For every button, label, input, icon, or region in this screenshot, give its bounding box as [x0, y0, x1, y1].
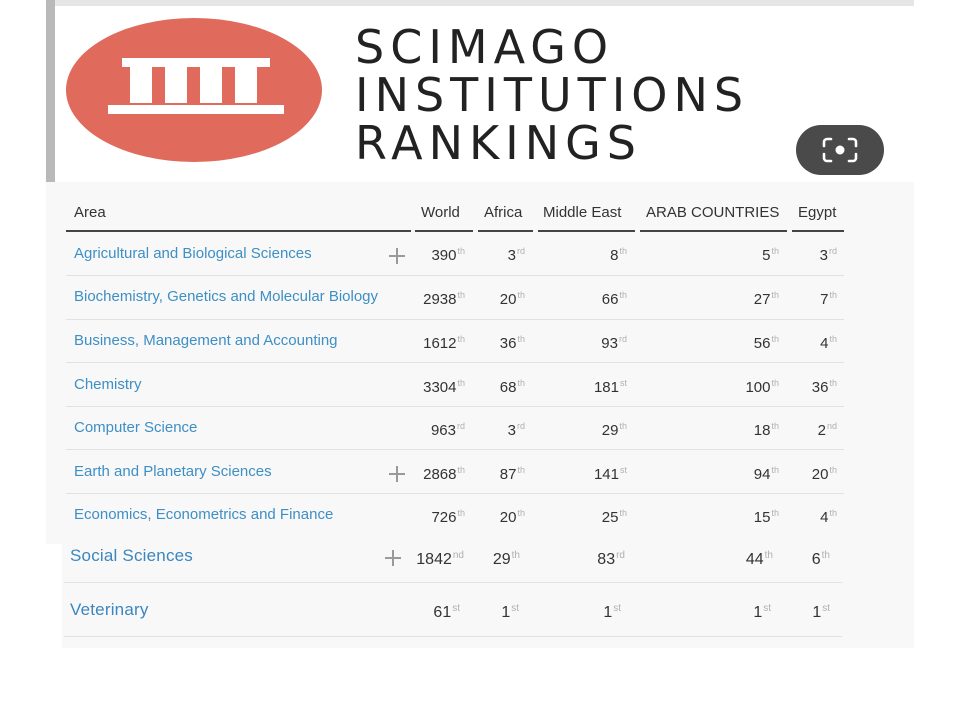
rank-arab-countries: 100th	[745, 378, 779, 396]
rank-egypt: 6th	[811, 550, 830, 568]
rank-middle-east: 93rd	[601, 334, 627, 352]
area-link-biochemistry[interactable]: Biochemistry, Genetics and Molecular Bio…	[74, 288, 379, 305]
col-header-egypt: Egypt	[798, 204, 837, 221]
row-divider	[66, 493, 844, 494]
rank-world: 390th	[431, 246, 465, 264]
row-divider	[66, 406, 844, 407]
rank-africa: 3rd	[507, 421, 525, 439]
area-link-social-sciences[interactable]: Social Sciences	[70, 546, 194, 565]
rank-world: 61st	[433, 603, 460, 621]
area-link-business[interactable]: Business, Management and Accounting	[74, 332, 338, 349]
brand-title-line-2: INSTITUTIONS	[355, 68, 750, 122]
area-link-earth-planetary[interactable]: Earth and Planetary Sciences	[74, 463, 272, 480]
row-divider	[66, 449, 844, 450]
rank-middle-east: 181st	[593, 378, 627, 396]
rank-world: 1842nd	[416, 550, 464, 568]
rank-world: 963rd	[430, 421, 465, 439]
brand-title-line-1: SCIMAGO	[355, 20, 615, 74]
header-underline-area	[66, 230, 411, 232]
rank-egypt: 2nd	[817, 421, 837, 439]
area-link-computer-science[interactable]: Computer Science	[74, 419, 198, 436]
col-header-arab-countries: ARAB COUNTRIES	[646, 204, 780, 221]
rank-africa: 87th	[499, 465, 525, 483]
rank-africa: 3rd	[507, 246, 525, 264]
rank-middle-east: 1st	[603, 603, 621, 621]
rank-egypt: 4th	[820, 508, 837, 526]
rank-arab-countries: 18th	[753, 421, 779, 439]
col-header-world: World	[421, 204, 460, 221]
row-divider	[64, 582, 842, 583]
rank-world: 2938th	[423, 290, 465, 308]
rankings-panel	[46, 182, 914, 544]
image-search-lens-icon	[822, 137, 858, 163]
rank-arab-countries: 1st	[753, 603, 771, 621]
rank-world: 2868th	[423, 465, 465, 483]
rank-africa: 68th	[499, 378, 525, 396]
row-divider	[66, 319, 844, 320]
rank-egypt: 36th	[811, 378, 837, 396]
rank-africa: 20th	[499, 508, 525, 526]
expand-plus-icon[interactable]	[385, 550, 401, 566]
rank-arab-countries: 56th	[753, 334, 779, 352]
rank-middle-east: 29th	[601, 421, 627, 439]
rank-egypt: 20th	[811, 465, 837, 483]
rank-world: 726th	[431, 508, 465, 526]
brand-title-line-3: RANKINGS	[355, 116, 642, 170]
area-link-agricultural-biological[interactable]: Agricultural and Biological Sciences	[74, 245, 312, 262]
col-header-africa: Africa	[484, 204, 523, 221]
rank-arab-countries: 27th	[753, 290, 779, 308]
rank-middle-east: 83rd	[597, 550, 625, 568]
rank-middle-east: 8th	[610, 246, 627, 264]
area-link-economics[interactable]: Economics, Econometrics and Finance	[74, 506, 334, 523]
rank-africa: 1st	[501, 603, 519, 621]
header-underline-africa	[478, 230, 533, 232]
rank-egypt: 1st	[812, 603, 830, 621]
rank-arab-countries: 5th	[762, 246, 779, 264]
rank-middle-east: 25th	[601, 508, 627, 526]
logo	[66, 18, 322, 162]
banner-left-bar	[46, 0, 55, 190]
rank-arab-countries: 44th	[745, 550, 773, 568]
col-header-area: Area	[74, 204, 106, 221]
rank-arab-countries: 15th	[753, 508, 779, 526]
rank-africa: 36th	[499, 334, 525, 352]
rank-middle-east: 141st	[593, 465, 627, 483]
rank-africa: 20th	[499, 290, 525, 308]
rank-arab-countries: 94th	[753, 465, 779, 483]
area-link-veterinary[interactable]: Veterinary	[70, 600, 149, 619]
banner-top-strip	[55, 0, 914, 6]
rankings-panel-lower	[62, 544, 914, 648]
header-underline-arab-countries	[640, 230, 787, 232]
rank-egypt: 7th	[820, 290, 837, 308]
expand-plus-icon[interactable]	[389, 248, 405, 264]
row-divider	[66, 275, 844, 276]
rank-africa: 29th	[492, 550, 520, 568]
rank-egypt: 4th	[820, 334, 837, 352]
area-link-chemistry[interactable]: Chemistry	[74, 376, 142, 393]
columns-icon	[108, 58, 284, 114]
header-underline-egypt	[792, 230, 844, 232]
rank-egypt: 3rd	[819, 246, 837, 264]
rank-world: 1612th	[423, 334, 465, 352]
row-divider	[66, 362, 844, 363]
header-underline-middle-east	[538, 230, 635, 232]
rank-world: 3304th	[423, 378, 465, 396]
expand-plus-icon[interactable]	[389, 466, 405, 482]
header-underline-world	[415, 230, 473, 232]
row-divider	[64, 636, 842, 637]
rank-middle-east: 66th	[601, 290, 627, 308]
image-search-lens-button[interactable]	[796, 125, 884, 175]
col-header-middle-east: Middle East	[543, 204, 622, 221]
